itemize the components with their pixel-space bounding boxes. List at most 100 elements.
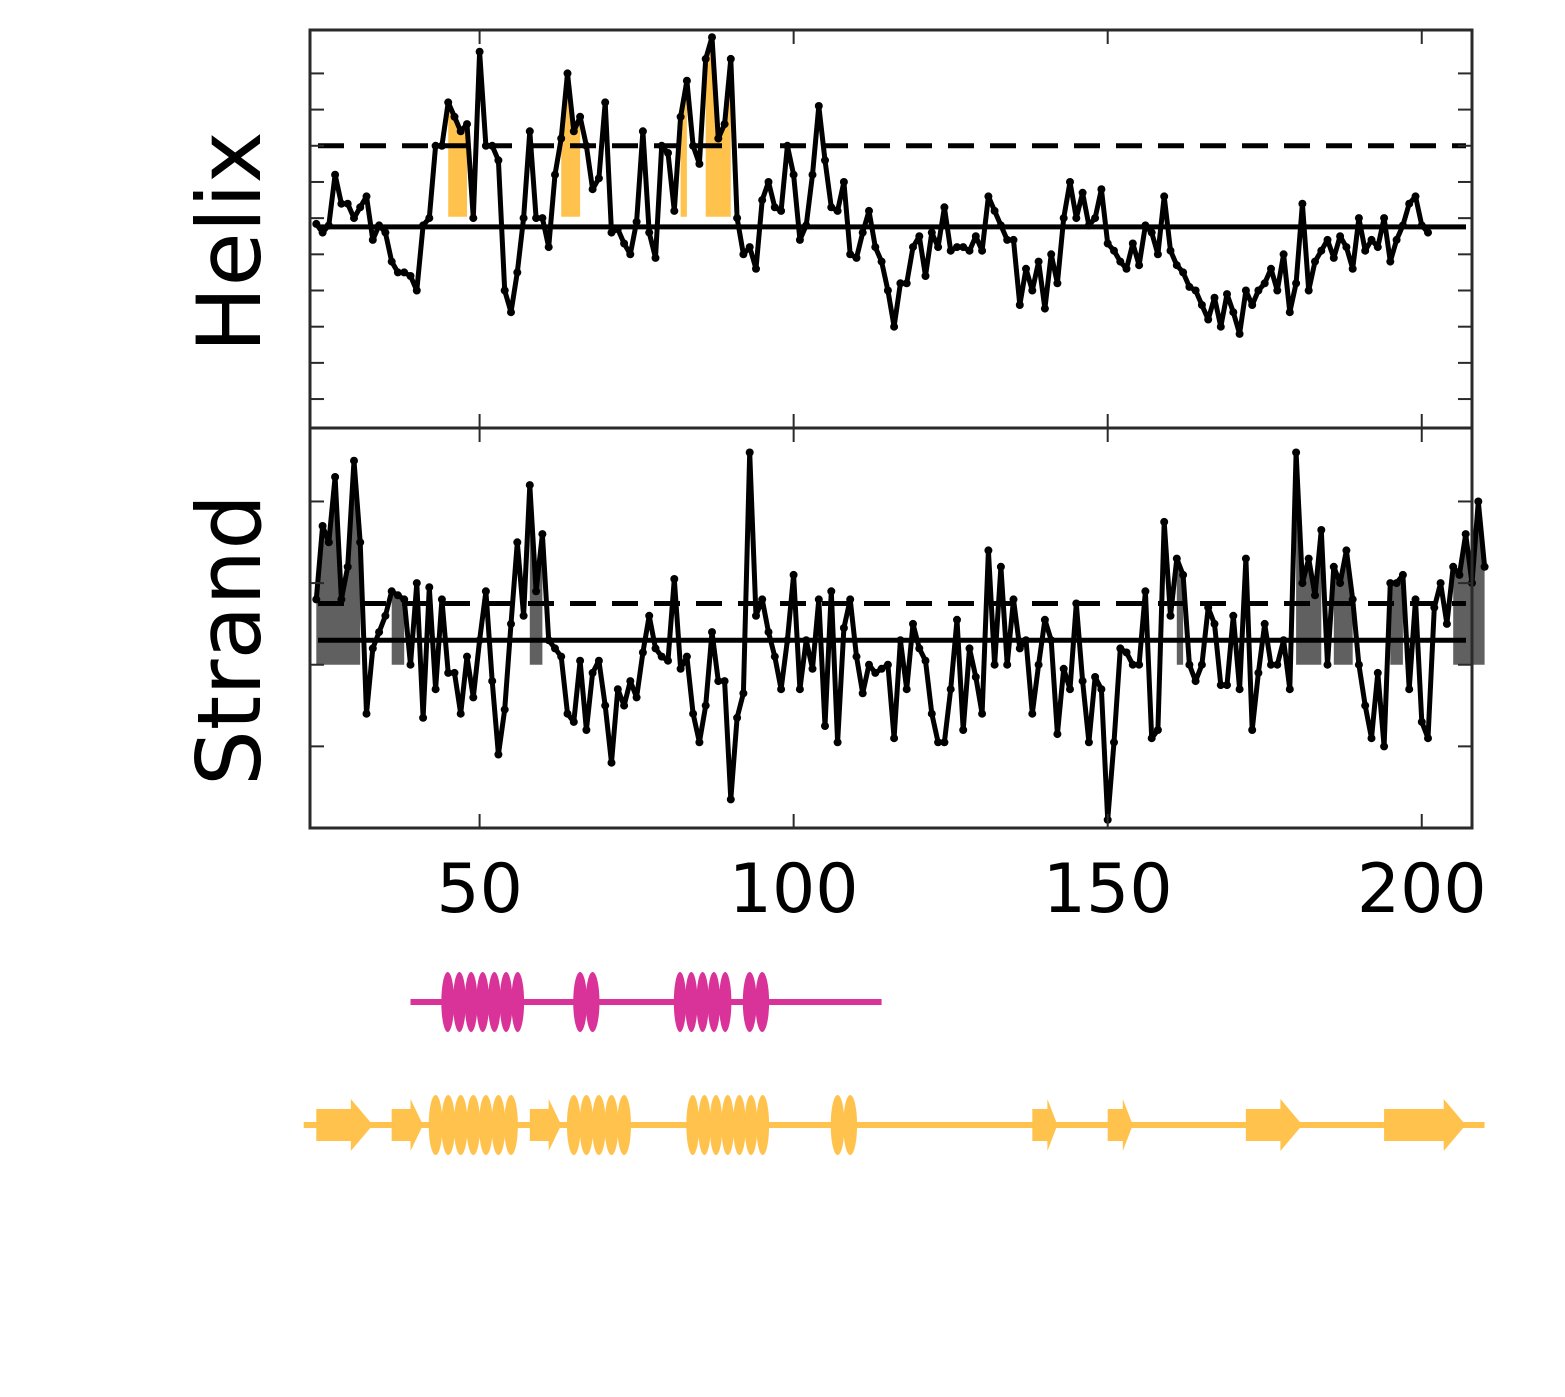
data-point — [437, 141, 446, 150]
data-point — [682, 652, 691, 661]
data-point — [463, 652, 471, 661]
data-point — [1417, 221, 1426, 230]
data-point — [557, 134, 566, 143]
data-point — [789, 570, 798, 579]
data-point — [984, 546, 993, 555]
data-point — [626, 677, 635, 686]
data-point — [1097, 185, 1106, 194]
data-point — [1135, 660, 1144, 669]
data-point — [588, 185, 597, 194]
data-point — [802, 221, 811, 230]
data-point — [852, 253, 861, 262]
data-point — [425, 214, 434, 223]
data-point — [507, 619, 515, 628]
data-point — [569, 717, 578, 726]
data-point — [500, 286, 509, 295]
data-point — [544, 636, 553, 645]
data-point — [990, 660, 999, 669]
data-point — [827, 203, 836, 212]
data-point — [1172, 554, 1181, 563]
data-point — [1059, 214, 1068, 223]
helix-coil — [453, 972, 466, 1032]
data-point — [934, 738, 943, 747]
data-point — [1474, 497, 1483, 506]
data-point — [752, 611, 760, 620]
data-point — [745, 243, 754, 252]
series-line — [314, 34, 1430, 337]
data-point — [1110, 246, 1118, 255]
data-point — [764, 178, 773, 186]
data-point — [808, 664, 817, 673]
data-point — [821, 722, 829, 730]
data-point — [1380, 742, 1389, 751]
data-point — [852, 652, 861, 661]
x-tick-labels: 50 100 150 200 — [436, 850, 1486, 929]
data-point — [1235, 329, 1244, 338]
data-point — [1066, 178, 1074, 186]
data-point — [927, 709, 936, 718]
data-point — [324, 221, 333, 230]
data-point — [1053, 279, 1062, 288]
data-point — [1254, 286, 1263, 295]
data-point — [463, 120, 471, 129]
data-point — [350, 214, 358, 223]
data-point — [1210, 293, 1219, 302]
above-threshold-fill — [529, 485, 543, 665]
data-point — [494, 750, 503, 759]
data-point — [525, 481, 534, 490]
data-point — [1040, 304, 1049, 313]
data-point — [1311, 591, 1319, 600]
data-point — [946, 685, 955, 694]
data-point — [789, 170, 798, 179]
data-point — [1047, 250, 1056, 259]
data-point — [1097, 685, 1106, 694]
data-point — [456, 127, 465, 136]
data-point — [1273, 286, 1282, 295]
data-point — [444, 668, 453, 677]
data-point — [657, 652, 666, 661]
data-point — [1022, 636, 1030, 645]
data-point — [645, 611, 654, 620]
data-point — [858, 689, 867, 698]
data-point — [331, 473, 340, 481]
data-point — [839, 178, 848, 186]
data-point — [808, 170, 817, 179]
helix-coil — [604, 1095, 619, 1155]
helix-coil — [579, 1095, 594, 1155]
data-point — [833, 206, 842, 215]
data-point — [1160, 192, 1169, 201]
data-point — [1241, 286, 1250, 295]
data-point — [1147, 734, 1156, 743]
data-point — [701, 54, 710, 63]
data-point — [331, 170, 340, 179]
helix-coil — [707, 972, 721, 1032]
data-point — [777, 685, 786, 694]
data-point — [601, 98, 610, 107]
data-point — [456, 709, 465, 718]
data-point — [400, 268, 409, 277]
data-point — [839, 624, 848, 632]
data-point — [582, 726, 591, 734]
data-point — [488, 141, 497, 150]
strand-panel — [308, 426, 1489, 830]
data-point — [1091, 214, 1100, 223]
data-point — [1292, 448, 1301, 457]
data-point — [356, 203, 365, 212]
data-point — [532, 587, 541, 596]
data-point — [965, 246, 974, 255]
data-point — [871, 243, 880, 252]
data-point — [651, 644, 660, 653]
data-point — [1267, 660, 1275, 669]
helix-coil — [511, 972, 525, 1032]
data-point — [1009, 235, 1018, 244]
data-point — [733, 713, 742, 722]
data-point — [1354, 660, 1363, 669]
data-point — [469, 214, 478, 223]
data-point — [1122, 648, 1131, 657]
data-point — [877, 664, 886, 673]
data-point — [1028, 709, 1037, 718]
data-point — [921, 272, 930, 280]
helix-coil — [721, 1095, 735, 1155]
data-point — [1354, 214, 1363, 223]
data-point — [833, 738, 842, 747]
